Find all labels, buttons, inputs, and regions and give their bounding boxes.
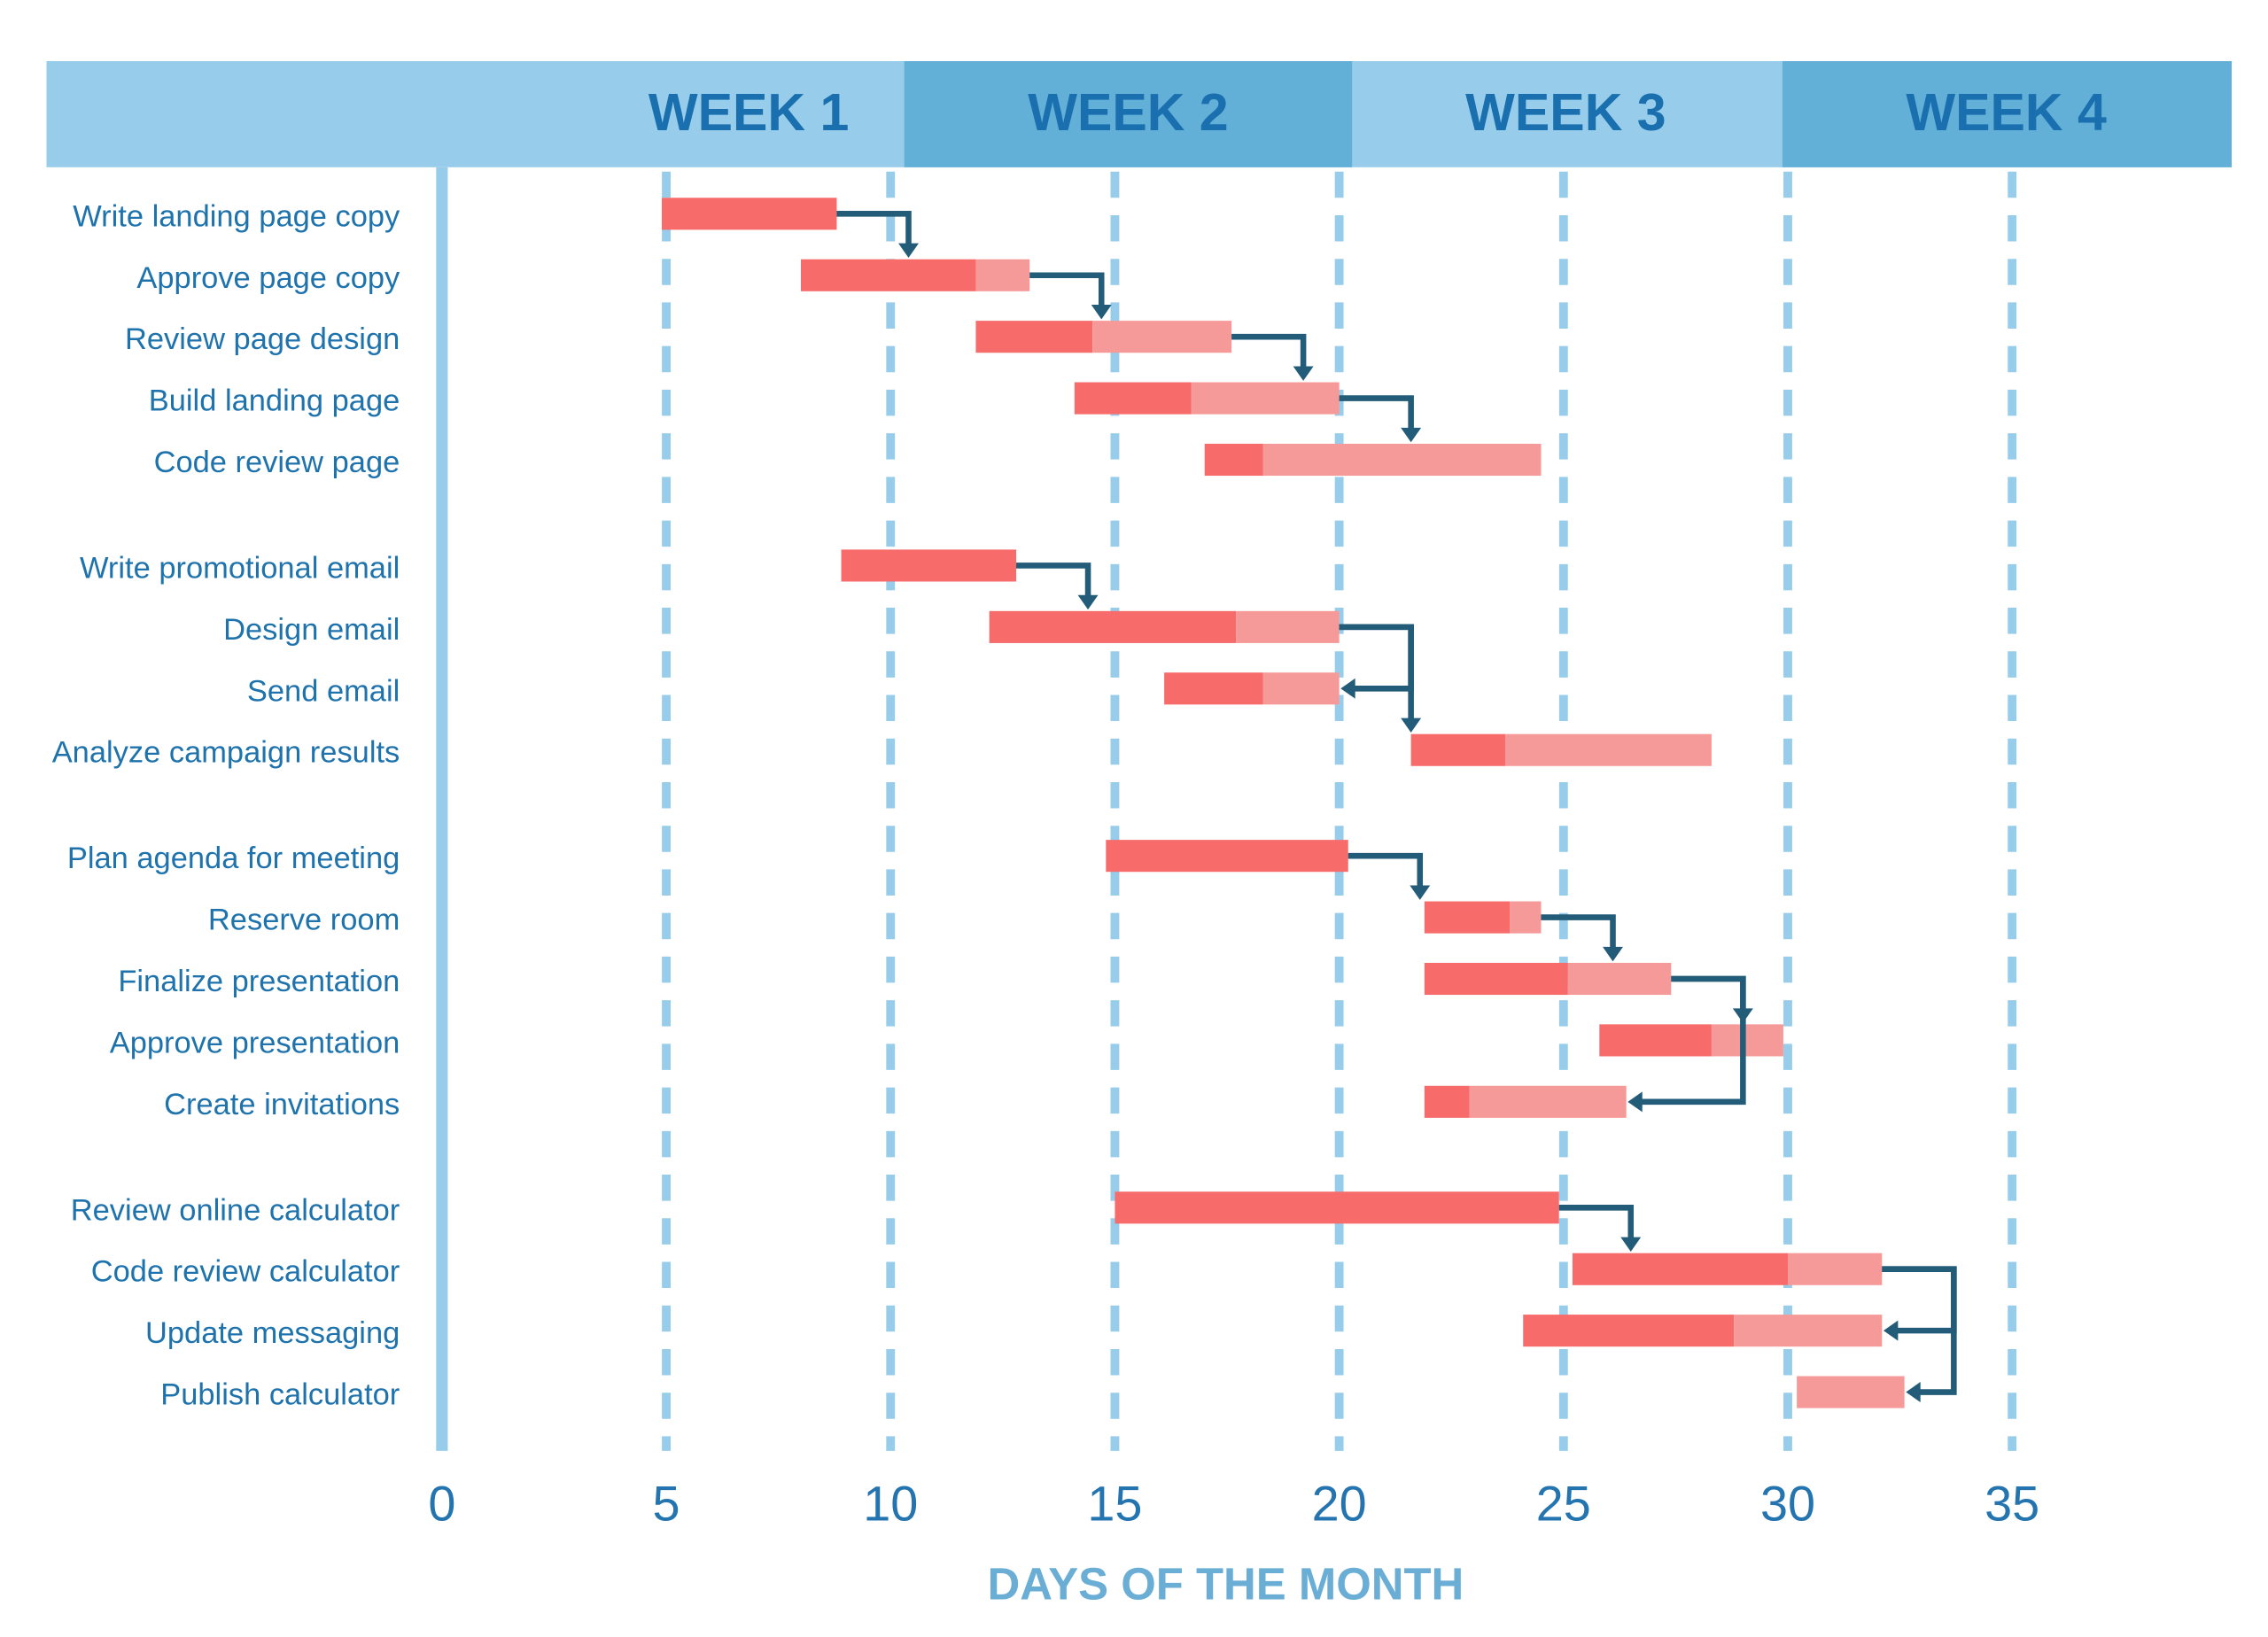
remaining-bar bbox=[1510, 901, 1542, 934]
arrow-head bbox=[1620, 1237, 1642, 1253]
done-bar bbox=[1523, 1315, 1735, 1347]
remaining-bar bbox=[1797, 1376, 1905, 1408]
dependency-arrow bbox=[836, 211, 912, 246]
done-bar bbox=[1074, 382, 1192, 415]
done-bar bbox=[1106, 840, 1348, 873]
task-label: Finalize presentation bbox=[118, 965, 400, 998]
remaining-bar bbox=[1262, 672, 1340, 705]
dependency-arrow bbox=[1029, 272, 1105, 308]
task-label: Analyze campaign results bbox=[52, 736, 400, 770]
arrow-head bbox=[898, 243, 919, 259]
done-bar bbox=[1424, 962, 1568, 996]
task-label: Write landing page copy bbox=[73, 199, 400, 233]
dependency-arrow bbox=[1541, 914, 1616, 950]
dependency-arrow bbox=[1339, 624, 1414, 721]
arrow-head bbox=[1091, 305, 1112, 320]
header-band bbox=[904, 61, 1353, 167]
task-label: Build landing page bbox=[149, 384, 400, 418]
done-bar bbox=[989, 610, 1237, 643]
remaining-bar bbox=[1787, 1253, 1883, 1285]
remaining-bar bbox=[1711, 1024, 1783, 1057]
done-bar bbox=[1204, 443, 1263, 477]
dependency-arrow bbox=[1348, 852, 1424, 888]
arrow-head bbox=[1627, 1091, 1643, 1113]
dependency-arrow bbox=[1339, 624, 1414, 692]
task-label: Code review calculator bbox=[91, 1255, 400, 1289]
arrow-head bbox=[1401, 427, 1422, 443]
arrow-head bbox=[1883, 1320, 1899, 1341]
x-tick-label: 0 bbox=[428, 1476, 455, 1532]
x-axis-title: DAYS OF THE MONTH bbox=[987, 1559, 1464, 1610]
task-label: Code review page bbox=[154, 446, 400, 479]
dependency-arrow bbox=[1016, 562, 1091, 599]
done-bar bbox=[841, 549, 1017, 582]
dependency-arrow bbox=[1558, 1205, 1635, 1240]
done-bar bbox=[1164, 672, 1263, 705]
arrow-head bbox=[1293, 366, 1314, 381]
remaining-bar bbox=[1469, 1085, 1627, 1118]
remaining-bar bbox=[1092, 321, 1232, 353]
arrow-head bbox=[1906, 1382, 1921, 1403]
dependency-arrow bbox=[1339, 395, 1414, 431]
done-bar bbox=[1424, 901, 1511, 934]
done-bar bbox=[1115, 1191, 1559, 1224]
arrow-head bbox=[1603, 946, 1623, 962]
dependency-arrow bbox=[1882, 1266, 1957, 1395]
dependency-arrow bbox=[1671, 975, 1746, 1012]
task-label: Update messaging bbox=[145, 1316, 400, 1350]
week-label: WEEK 1 bbox=[649, 83, 849, 142]
done-bar bbox=[1424, 1085, 1470, 1118]
task-label: Design email bbox=[223, 613, 400, 647]
done-bar bbox=[975, 321, 1093, 353]
remaining-bar bbox=[1504, 733, 1712, 766]
arrow-head bbox=[1340, 678, 1355, 699]
task-label: Publish calculator bbox=[160, 1378, 400, 1412]
task-label: Reserve room bbox=[208, 904, 400, 937]
done-bar bbox=[661, 198, 837, 230]
remaining-bar bbox=[1236, 610, 1340, 643]
done-bar bbox=[1572, 1253, 1788, 1285]
x-tick-label: 10 bbox=[863, 1476, 918, 1532]
task-label: Review online calculator bbox=[71, 1193, 400, 1227]
remaining-bar bbox=[1567, 962, 1672, 996]
dependency-arrow bbox=[1639, 975, 1746, 1106]
remaining-bar bbox=[975, 259, 1030, 291]
remaining-bar bbox=[1262, 443, 1542, 477]
arrow-head bbox=[1077, 594, 1099, 610]
task-label: Send email bbox=[247, 674, 400, 708]
done-bar bbox=[800, 259, 976, 291]
task-label: Review page design bbox=[125, 322, 400, 356]
task-label: Plan agenda for meeting bbox=[67, 842, 400, 875]
week-label: WEEK 4 bbox=[1906, 83, 2107, 142]
x-tick-label: 5 bbox=[653, 1476, 680, 1532]
arrow-head bbox=[1410, 885, 1431, 900]
task-label: Approve presentation bbox=[110, 1026, 400, 1059]
week-label: WEEK 2 bbox=[1028, 83, 1228, 142]
arrow-head bbox=[1401, 718, 1422, 733]
remaining-bar bbox=[1734, 1315, 1883, 1347]
header-band bbox=[1782, 61, 2232, 167]
done-bar bbox=[1410, 733, 1505, 766]
task-label: Approve page copy bbox=[136, 261, 400, 295]
remaining-bar bbox=[1191, 382, 1340, 415]
task-label: Create invitations bbox=[164, 1088, 400, 1121]
dependency-arrow bbox=[1882, 1266, 1957, 1334]
x-tick-label: 35 bbox=[1984, 1476, 2039, 1532]
x-tick-label: 20 bbox=[1312, 1476, 1367, 1532]
week-label: WEEK 3 bbox=[1465, 83, 1666, 142]
task-label: Write promotional email bbox=[80, 551, 400, 585]
x-tick-label: 15 bbox=[1087, 1476, 1142, 1532]
x-tick-label: 30 bbox=[1760, 1476, 1815, 1532]
done-bar bbox=[1599, 1024, 1712, 1057]
x-tick-label: 25 bbox=[1536, 1476, 1591, 1532]
dependency-arrow bbox=[1231, 333, 1307, 369]
